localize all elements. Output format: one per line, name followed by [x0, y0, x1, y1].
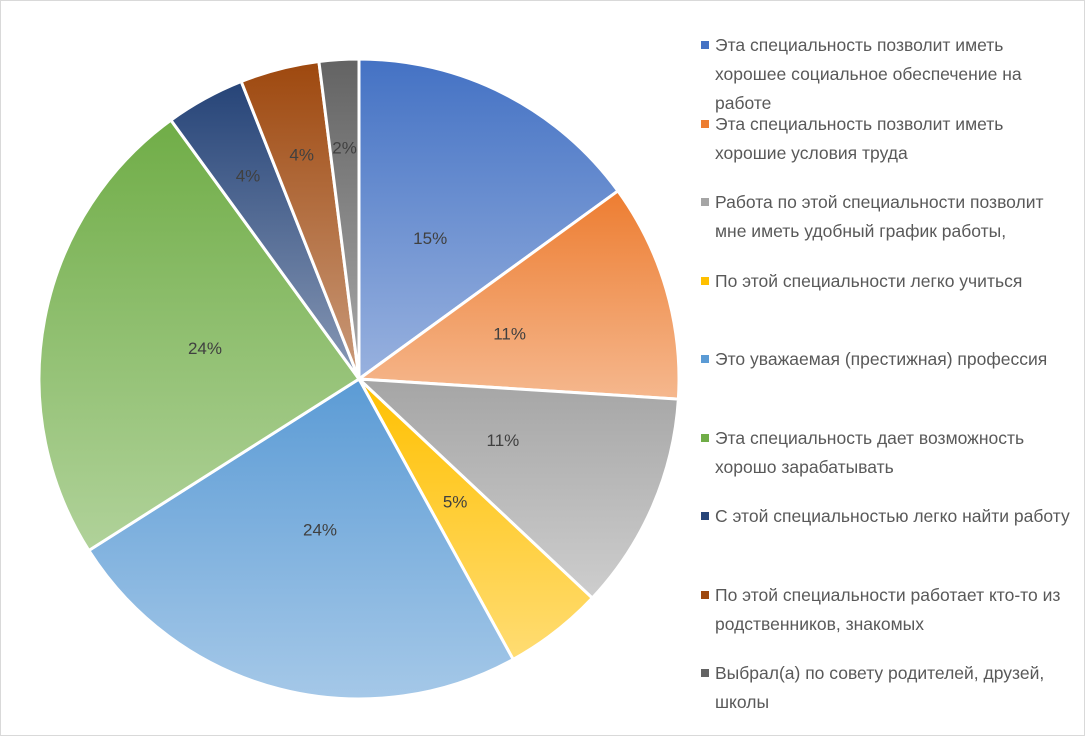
data-label: 5%: [443, 492, 468, 511]
data-label: 2%: [332, 139, 357, 158]
pie-slice: [357, 57, 620, 382]
legend-label: Эта специальность дает возможность хорош…: [715, 427, 1025, 477]
legend-label: Работа по этой специальности позволит мн…: [715, 192, 1044, 241]
data-label: 24%: [188, 339, 222, 358]
data-label: 11%: [487, 431, 520, 450]
legend-swatch: [701, 590, 709, 599]
legend-label: Эта специальность позволит иметь хорошие…: [715, 113, 1004, 163]
legend-label: Это уважаемая (престижная) профессия: [715, 349, 1048, 369]
legend-item: По этой специальности легко учиться: [701, 267, 1071, 346]
legend-item: Работа по этой специальности позволит мн…: [701, 188, 1071, 267]
legend-item: Это уважаемая (престижная) профессия: [701, 345, 1071, 424]
legend-swatch: [701, 669, 709, 677]
legend-label: Эта специальность позволит иметь хорошее…: [715, 35, 1022, 113]
legend-item: Эта специальность позволит иметь хорошее…: [701, 31, 1071, 113]
legend-item: Эта специальность позволит иметь хорошие…: [701, 110, 1071, 189]
pie-slice: [317, 57, 361, 380]
data-label: 4%: [236, 167, 261, 186]
legend-label: По этой специальности работает кто-то из…: [715, 584, 1061, 634]
legend-swatch: [701, 198, 709, 206]
legend-swatch: [701, 119, 709, 128]
legend-item: Выбрал(а) по совету родителей, друзей, ш…: [701, 659, 1071, 735]
pie-slice: [354, 188, 681, 401]
pie-slice: [37, 118, 362, 553]
data-label: 15%: [413, 229, 447, 248]
legend-swatch: [701, 276, 709, 285]
legend-label: По этой специальности легко учиться: [715, 270, 1023, 291]
legend-swatch: [701, 355, 709, 363]
pie-slice: [86, 376, 516, 701]
data-label: 24%: [303, 520, 337, 539]
legend-item: По этой специальности работает кто-то из…: [701, 581, 1071, 660]
legend-label: С этой специальностью легко найти работу: [715, 506, 1070, 526]
legend-label: Выбрал(а) по совету родителей, друзей, ш…: [715, 663, 1045, 712]
pie-slice: [354, 377, 680, 601]
legend-swatch: [701, 433, 709, 442]
legend-item: Эта специальность дает возможность хорош…: [701, 424, 1071, 503]
legend-item: С этой специальностью легко найти работу: [701, 502, 1071, 581]
legend: Эта специальность позволит иметь хорошее…: [701, 31, 1071, 735]
legend-swatch: [701, 41, 709, 49]
data-label: 4%: [289, 145, 314, 164]
legend-swatch: [701, 512, 709, 520]
data-label: 11%: [493, 325, 526, 344]
